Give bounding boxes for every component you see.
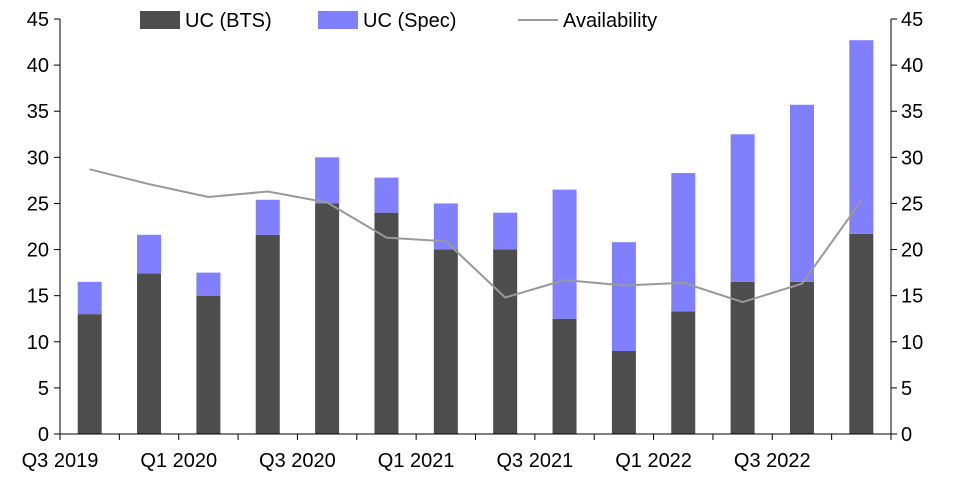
bar-uc-bts-q3-2019 <box>77 314 102 434</box>
right-y-tick-label: 5 <box>901 378 912 400</box>
left-y-tick-label: 25 <box>27 193 49 215</box>
bar-uc-spec-q1-2020 <box>196 272 221 296</box>
legend-swatch-uc-bts <box>140 11 180 29</box>
bar-uc-spec-q2-2020 <box>255 199 280 235</box>
bar-uc-spec-q1-2022 <box>671 173 696 312</box>
right-y-tick-label: 30 <box>901 147 923 169</box>
line-availability <box>89 168 863 304</box>
bar-uc-bts-q2-2021 <box>493 249 518 434</box>
left-y-tick-label: 40 <box>27 55 49 77</box>
bar-uc-bts-q1-2021 <box>433 249 458 434</box>
availability-line-layer <box>89 168 863 304</box>
legend-label-uc-spec: UC (Spec) <box>363 10 456 32</box>
left-y-tick-label: 35 <box>27 101 49 123</box>
left-y-tick-label: 15 <box>27 286 49 308</box>
left-y-tick-label: 0 <box>38 424 49 446</box>
left-y-tick-label: 10 <box>27 332 49 354</box>
right-y-tick-label: 45 <box>901 9 923 31</box>
bar-uc-spec-q4-2021 <box>611 242 636 351</box>
right-y-tick-label: 0 <box>901 424 912 446</box>
legend: UC (BTS) UC (Spec) Availability <box>140 10 657 32</box>
x-tick-label-q3-2022: Q3 2022 <box>734 450 811 472</box>
bar-uc-spec-q3-2022 <box>789 104 814 282</box>
bar-uc-bts-q4-2019 <box>137 273 162 434</box>
bar-uc-spec-q3-2021 <box>552 189 577 319</box>
bar-uc-bts-q1-2022 <box>671 311 696 434</box>
x-tick-label-q3-2020: Q3 2020 <box>259 450 336 472</box>
left-y-tick-label: 30 <box>27 147 49 169</box>
bar-uc-spec-q2-2022 <box>730 134 755 282</box>
legend-label-availability: Availability <box>563 10 657 32</box>
left-y-tick-label: 45 <box>27 9 49 31</box>
left-y-tick-label: 20 <box>27 240 49 262</box>
bar-uc-bts-q3-2022 <box>789 281 814 434</box>
bar-uc-bts-q2-2022 <box>730 281 755 434</box>
x-tick-label-q1-2020: Q1 2020 <box>140 450 217 472</box>
right-y-tick-label: 25 <box>901 193 923 215</box>
bar-uc-spec-q3-2020 <box>315 157 340 204</box>
right-y-tick-label: 10 <box>901 332 923 354</box>
bar-uc-spec-q3-2019 <box>77 281 102 315</box>
right-y-tick-label: 35 <box>901 101 923 123</box>
legend-swatch-uc-spec <box>318 11 358 29</box>
bar-uc-spec-q4-2019 <box>137 234 162 274</box>
x-tick-label-q1-2022: Q1 2022 <box>615 450 692 472</box>
right-y-tick-label: 20 <box>901 240 923 262</box>
bar-uc-bts-q1-2020 <box>196 295 221 434</box>
bars <box>77 40 874 434</box>
bar-uc-spec-q2-2021 <box>493 212 518 250</box>
left-y-tick-label: 5 <box>38 378 49 400</box>
bar-uc-bts-q3-2020 <box>315 203 340 434</box>
legend-label-uc-bts: UC (BTS) <box>185 10 272 32</box>
bar-uc-bts-q3-2021 <box>552 318 577 434</box>
right-y-tick-label: 40 <box>901 55 923 77</box>
right-y-tick-label: 15 <box>901 286 923 308</box>
x-tick-label-q3-2019: Q3 2019 <box>22 450 99 472</box>
axes: 0 5 10 15 20 25 30 35 40 45 0 5 10 15 20 25 30 35 40 45 Q3 2… <box>22 9 924 472</box>
bar-uc-spec-q4-2020 <box>374 177 399 213</box>
bar-uc-bts-q4-2020 <box>374 212 399 434</box>
bar-uc-bts-q4-2022 <box>849 233 874 434</box>
bar-uc-bts-q2-2020 <box>255 234 280 434</box>
x-tick-label-q3-2021: Q3 2021 <box>496 450 573 472</box>
bar-uc-bts-q4-2021 <box>611 351 636 434</box>
bar-uc-spec-q4-2022 <box>849 40 874 234</box>
x-tick-label-q1-2021: Q1 2021 <box>378 450 455 472</box>
